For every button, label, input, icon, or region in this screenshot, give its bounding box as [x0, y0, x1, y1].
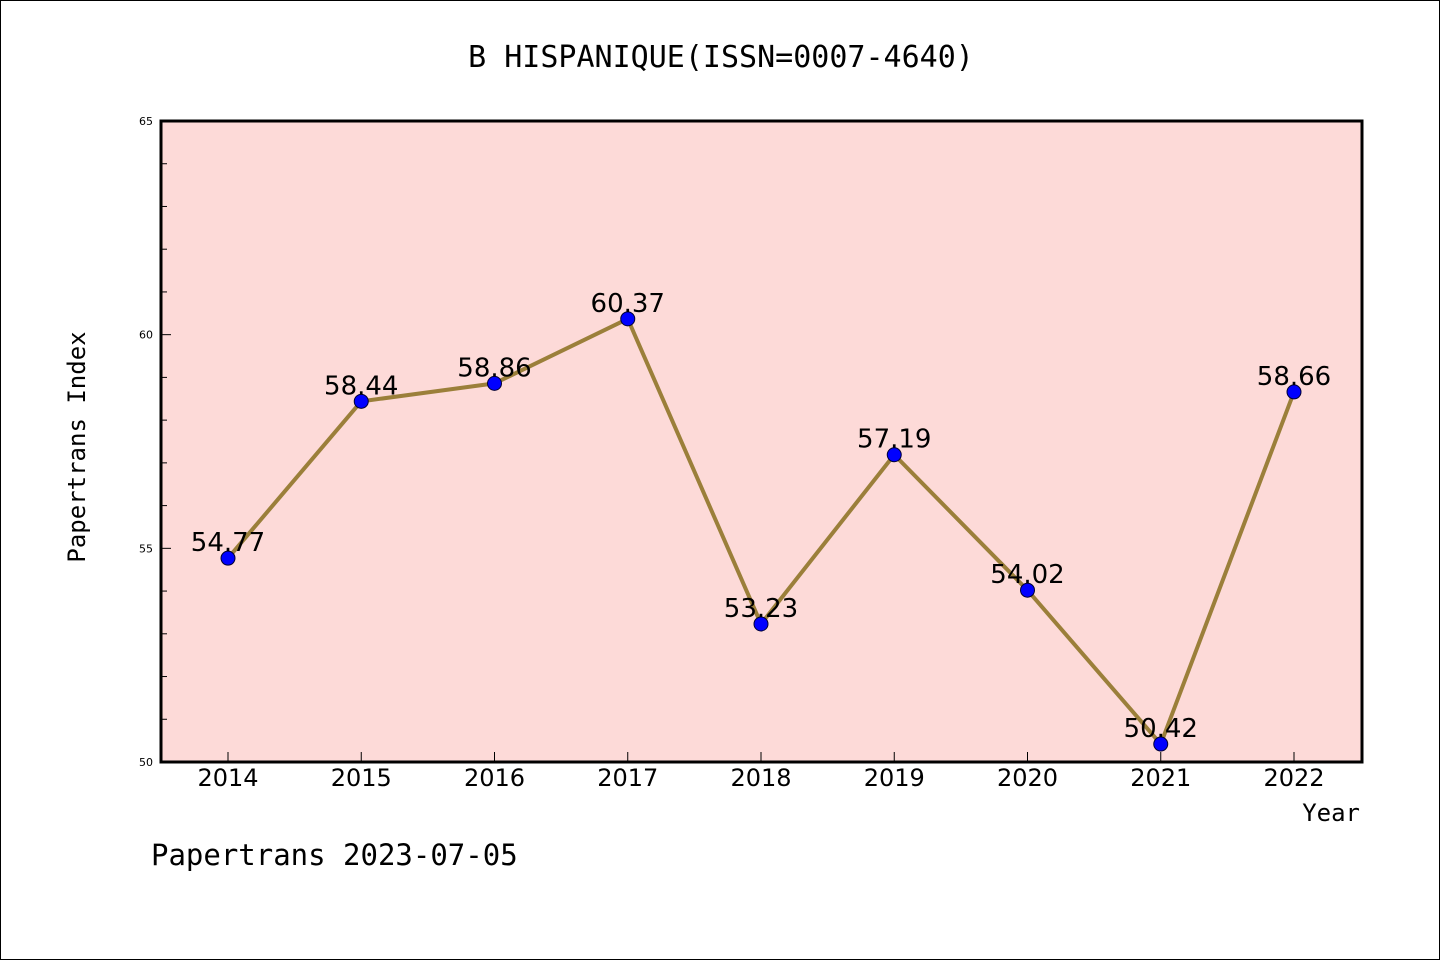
data-point — [886, 447, 902, 463]
x-tick-label: 2019 — [864, 764, 925, 792]
data-point — [1153, 736, 1169, 752]
data-label: 58.44 — [324, 371, 398, 401]
data-point — [620, 311, 636, 327]
data-label: 54.77 — [191, 528, 265, 558]
data-point — [1286, 384, 1302, 400]
data-point — [220, 550, 236, 566]
series-group — [220, 311, 1302, 752]
y-tick-label: 60 — [139, 329, 153, 342]
data-point — [487, 375, 502, 391]
x-tick-label: 2016 — [464, 764, 525, 792]
x-tick-label: 2020 — [997, 764, 1058, 792]
data-labels: 54.77 58.44 58.86 60.37 53.23 57.19 54.02 50.42… — [191, 289, 1331, 744]
data-point — [1020, 582, 1035, 598]
plot-frame — [159, 119, 1364, 764]
chart-title: B HISPANIQUE(ISSN=0007-4640) — [468, 40, 974, 75]
data-label: 57.19 — [857, 425, 931, 455]
data-point — [753, 616, 769, 632]
data-label: 50.42 — [1124, 714, 1198, 744]
y-tick-label: 50 — [139, 756, 153, 769]
footer-credit: Papertrans 2023-07-05 — [151, 838, 518, 872]
x-axis-label: Year — [1302, 799, 1360, 827]
x-tick-label: 2014 — [197, 764, 258, 792]
data-label: 53.23 — [724, 594, 798, 624]
x-axis: 2014 2015 2016 2017 2018 2019 2020 2021 2022 — [197, 752, 1325, 792]
data-point — [353, 393, 369, 409]
data-label: 58.86 — [457, 353, 531, 383]
y-axis-label: Papertrans Index — [63, 331, 91, 562]
x-tick-label: 2022 — [1263, 764, 1324, 792]
y-tick-label: 55 — [139, 542, 153, 555]
x-tick-label: 2018 — [730, 764, 791, 792]
data-label: 58.66 — [1257, 362, 1331, 392]
x-tick-label: 2017 — [597, 764, 658, 792]
x-tick-label: 2015 — [331, 764, 392, 792]
x-tick-label: 2021 — [1130, 764, 1191, 792]
data-label: 60.37 — [591, 289, 665, 319]
data-label: 54.02 — [990, 560, 1064, 590]
y-tick-label: 65 — [139, 115, 153, 128]
plot-area — [161, 121, 1362, 762]
